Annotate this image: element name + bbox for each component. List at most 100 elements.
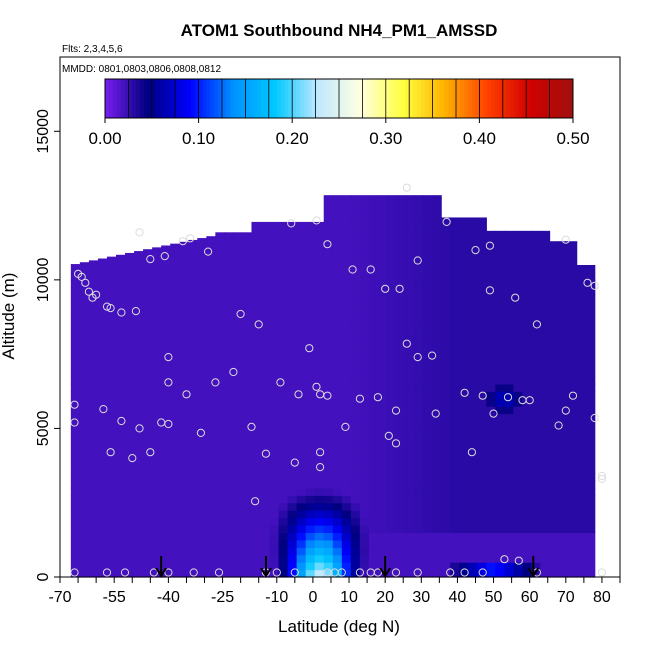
heatmap-cell — [197, 346, 207, 355]
heatmap-cell — [513, 569, 524, 578]
heatmap-cell — [323, 205, 334, 214]
heatmap-cell — [405, 465, 415, 474]
heatmap-cell — [441, 346, 451, 355]
heatmap-cell — [522, 309, 533, 318]
sample-point — [597, 474, 607, 483]
heatmap-cell — [386, 383, 397, 392]
heatmap-cell — [79, 383, 90, 392]
heatmap-cell — [423, 391, 433, 400]
heatmap-cell — [323, 465, 334, 474]
heatmap-cell — [540, 487, 551, 496]
heatmap-cell — [513, 265, 524, 274]
heatmap-cell — [206, 495, 216, 504]
heatmap-cell — [441, 257, 451, 266]
heatmap-cell — [125, 252, 135, 259]
heatmap-cell — [215, 435, 225, 444]
heatmap-cell — [377, 272, 388, 281]
heatmap-cell — [242, 339, 253, 348]
heatmap-cell — [79, 532, 90, 541]
heatmap-cell — [224, 458, 235, 467]
heatmap-cell — [143, 272, 153, 281]
heatmap-cell — [350, 398, 361, 407]
heatmap-cell — [368, 331, 379, 340]
heatmap-cell — [504, 302, 515, 311]
heatmap-cell — [477, 569, 487, 578]
heatmap-cell — [215, 450, 225, 459]
heatmap-cell — [152, 361, 162, 370]
heatmap-cell — [368, 450, 379, 459]
heatmap-cell — [341, 495, 352, 504]
heatmap-cell — [269, 435, 280, 444]
heatmap-cell — [116, 331, 126, 340]
colorbar-segment — [397, 79, 402, 118]
heatmap-cell — [242, 487, 253, 496]
heatmap-cell — [585, 294, 596, 303]
heatmap-cell — [332, 450, 343, 459]
heatmap-cell — [359, 205, 370, 214]
colorbar-segment — [549, 79, 554, 118]
heatmap-cell — [414, 354, 424, 363]
heatmap-cell — [414, 339, 424, 348]
heatmap-cell — [88, 398, 99, 407]
heatmap-cell — [405, 428, 415, 437]
heatmap-cell — [97, 369, 108, 378]
heatmap-cell — [441, 450, 451, 459]
heatmap-cell — [513, 339, 524, 348]
heatmap-cell — [170, 287, 180, 296]
heatmap-cell — [134, 458, 144, 467]
heatmap-cell — [396, 265, 406, 274]
heatmap-cell — [414, 554, 424, 563]
heatmap-cell — [341, 510, 352, 519]
heatmap-cell — [188, 294, 198, 303]
heatmap-cell — [377, 398, 388, 407]
heatmap-cell — [486, 279, 496, 288]
heatmap-cell — [368, 421, 379, 430]
heatmap-cell — [278, 517, 289, 526]
heatmap-cell — [323, 265, 334, 274]
heatmap-cell — [70, 264, 81, 266]
heatmap-cell — [314, 376, 325, 385]
heatmap-cell — [405, 324, 415, 333]
heatmap-cell — [332, 398, 343, 407]
heatmap-cell — [188, 465, 198, 474]
heatmap-cell — [116, 495, 126, 504]
heatmap-cell — [396, 406, 406, 415]
heatmap-cell — [396, 279, 406, 288]
heatmap-cell — [242, 502, 253, 511]
heatmap-cell — [242, 435, 253, 444]
heatmap-cell — [414, 406, 424, 415]
heatmap-cell — [269, 265, 280, 274]
heatmap-cell — [332, 562, 343, 571]
heatmap-cell — [359, 294, 370, 303]
heatmap-cell — [125, 428, 135, 437]
heatmap-cell — [152, 309, 162, 318]
heatmap-cell — [152, 383, 162, 392]
heatmap-cell — [414, 309, 424, 318]
heatmap-cell — [522, 257, 533, 266]
heatmap-cell — [585, 450, 596, 459]
heatmap-cell — [170, 532, 180, 541]
heatmap-cell — [305, 235, 316, 244]
heatmap-cell — [359, 495, 370, 504]
heatmap-cell — [576, 369, 587, 378]
heatmap-cell — [161, 428, 171, 437]
heatmap-cell — [477, 302, 487, 311]
heatmap-cell — [368, 517, 379, 526]
heatmap-cell — [323, 250, 334, 259]
heatmap-cell — [242, 532, 253, 541]
heatmap-cell — [152, 473, 162, 482]
heatmap-cell — [459, 391, 469, 400]
heatmap-cell — [278, 421, 289, 430]
heatmap-cell — [377, 324, 388, 333]
heatmap-cell — [576, 309, 587, 318]
heatmap-cell — [242, 369, 253, 378]
heatmap-cell — [459, 465, 469, 474]
heatmap-cell — [468, 309, 478, 318]
heatmap-cell — [188, 532, 198, 541]
heatmap-cell — [260, 361, 271, 370]
heatmap-cell — [242, 302, 253, 311]
heatmap-cell — [468, 487, 478, 496]
heatmap-cell — [396, 383, 406, 392]
heatmap-cell — [97, 473, 108, 482]
heatmap-cell — [549, 339, 560, 348]
